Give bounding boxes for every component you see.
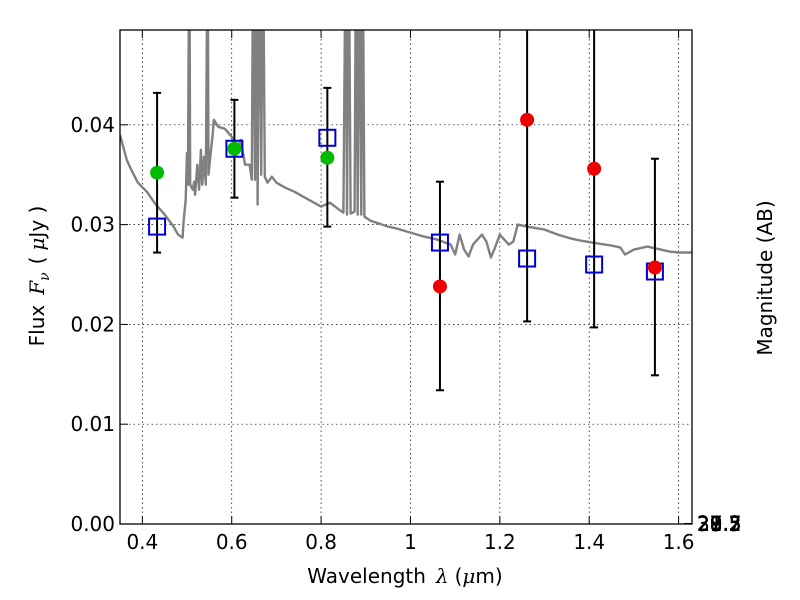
magnitude-tick-label: 28.2 [697,512,742,536]
y-tick-label: 0.00 [70,512,115,536]
nir-flux-point [432,279,447,294]
model-points-layer [148,128,664,281]
optical-flux-point [150,165,165,180]
model-point-square [430,233,449,252]
magnitude-tick-label: 27.7 [697,512,742,536]
x-tick-label: 0.6 [216,530,248,554]
magnitude-tick-label: 31 [697,512,722,536]
model-point-square [225,139,244,158]
magnitude-axis-label: Magnitude (AB) [753,200,777,355]
y-axis-label: FluxFν(μJy ) [25,206,53,347]
nir-flux-point [587,161,602,176]
magnitude-tick-label: 27.5 [697,512,742,536]
model-point-square [585,255,604,274]
magnitude-tick-label: 27.3 [697,512,742,536]
error-bars-layer [153,30,659,392]
y-tick-label: 0.01 [70,412,115,436]
model-point-square [148,217,167,236]
optical-flux-point [320,150,335,165]
x-tick-label: 0.4 [126,530,158,554]
y-tick-label: 0.03 [70,213,115,237]
photometry-points-layer [150,112,662,294]
magnitude-tick-label: 28 [697,512,722,536]
magnitude-tick-label: 30 [697,512,722,536]
nir-flux-point [647,260,662,275]
x-axis-label: Wavelength λ (μm) [307,564,502,588]
x-tick-label: 1 [404,530,417,554]
nir-flux-point [520,112,535,127]
magnitude-tick-label: 28.5 [697,512,742,536]
y-tick-label: 0.02 [70,312,115,336]
plot-frame [119,29,693,525]
model-point-square [518,249,537,268]
y-tick-label: 0.04 [70,113,115,137]
x-tick-label: 1.6 [663,530,695,554]
magnitude-tick-label: 29.5 [697,512,742,536]
magnitude-tick-label: 29 [697,512,722,536]
model-point-square [318,128,337,147]
x-tick-label: 1.4 [573,530,605,554]
model-spectrum-line [120,30,692,259]
optical-flux-point [227,141,242,156]
y-tick-labels: 0.00 0.01 0.02 0.03 0.04 [70,113,115,536]
model-spectrum-layer [120,30,692,259]
x-tick-label: 0.8 [305,530,337,554]
x-tick-labels: 0.4 0.6 0.8 1 1.2 1.4 1.6 [126,530,694,554]
x-tick-label: 1.2 [484,530,516,554]
magnitude-tick-label: 27.2 [697,512,742,536]
grid [120,30,692,524]
ticks [120,30,692,525]
